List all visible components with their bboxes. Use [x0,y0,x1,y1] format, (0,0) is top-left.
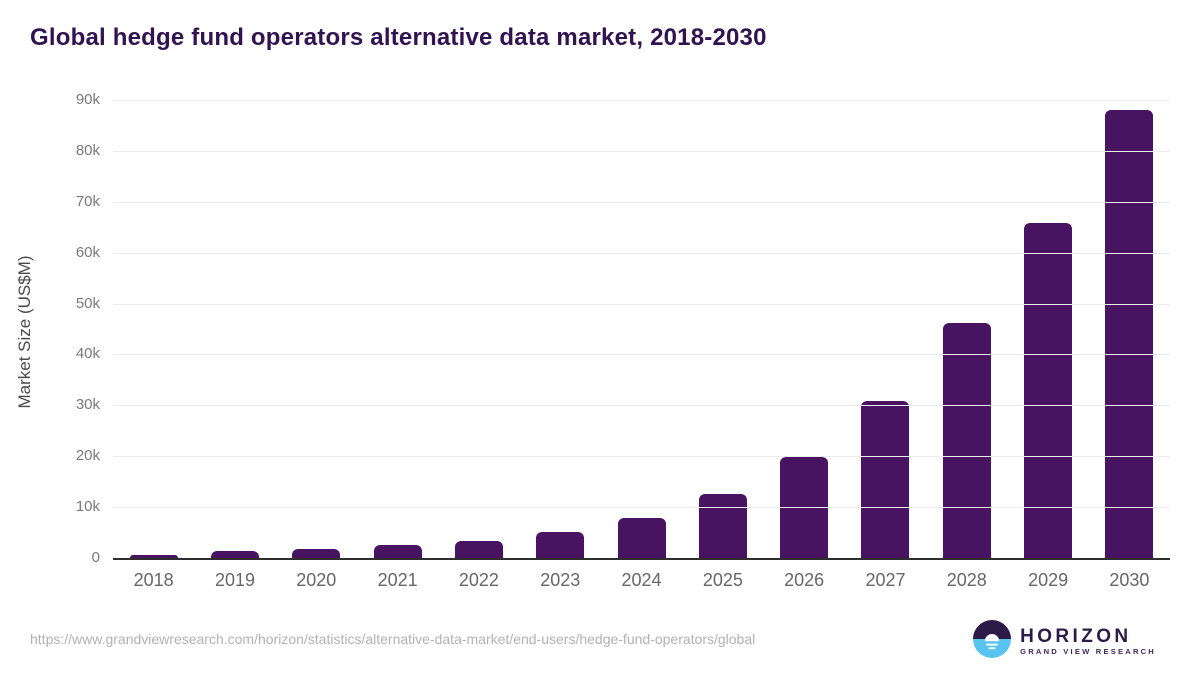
bar-2020 [292,549,341,558]
x-tick-label: 2018 [133,570,174,590]
horizon-logo: HORIZON GRAND VIEW RESEARCH [973,620,1156,663]
horizon-logo-name: HORIZON [1020,626,1132,647]
bar-2029 [1024,223,1073,558]
horizon-logo-icon [973,620,1012,663]
y-tick-label: 40k [75,345,100,363]
bar-slot [1089,100,1170,558]
y-tick-label: 80k [75,141,100,159]
bars-container [113,100,1170,558]
bar-2028 [942,323,991,558]
gridline [113,100,1170,101]
bar-slot [764,100,845,558]
x-tick-label: 2025 [702,570,743,590]
bar-slot [926,100,1007,558]
bar-2022 [454,540,503,558]
x-tick-label: 2030 [1109,570,1150,590]
x-tick-label: 2024 [621,570,662,590]
gridline [113,405,1170,407]
chart-title: Global hedge fund operators alternative … [30,24,767,51]
x-tick-label: 2027 [865,570,906,590]
gridline [113,456,1170,458]
source-url: https://www.grandviewresearch.com/horizo… [30,631,756,647]
bar-2021 [373,544,422,558]
y-tick-label: 20k [75,447,100,465]
bar-slot [601,100,682,558]
x-tick-label: 2029 [1028,570,1069,590]
gridline [113,303,1170,305]
bar-slot [357,100,438,558]
bar-2018 [129,554,178,558]
bar-2019 [210,551,259,558]
gridline [113,201,1170,203]
bar-slot [113,100,194,558]
bar-slot [1007,100,1088,558]
y-tick-label: 10k [75,498,100,516]
y-axis-title: Market Size (US$M) [15,255,34,409]
y-tick-label: 70k [75,192,100,210]
bar-slot [194,100,275,558]
gridline [113,354,1170,356]
bar-2027 [861,400,910,558]
bar-2025 [698,493,747,558]
bar-slot [438,100,519,558]
x-tick-label: 2026 [784,570,825,590]
horizon-logo-subtitle: GRAND VIEW RESEARCH [1020,647,1156,656]
bar-slot [520,100,601,558]
y-tick-label: 90k [75,91,100,108]
x-tick-label: 2022 [458,570,499,590]
gridline [113,252,1170,254]
x-tick-label: 2021 [377,570,418,590]
plot-area [113,100,1170,560]
bar-slot [276,100,357,558]
bar-2023 [536,531,585,558]
bar-slot [682,100,763,558]
y-tick-label: 50k [75,294,100,312]
y-tick-label: 0 [91,549,100,566]
gridline [113,507,1170,509]
x-tick-label: 2028 [946,570,987,590]
bar-slot [845,100,926,558]
x-tick-label: 2023 [540,570,581,590]
x-axis-labels: 2018 2019 2020 2021 2022 2023 2024 2025 2026 2027… [113,570,1170,591]
bar-2024 [617,517,666,558]
y-tick-label: 30k [75,396,100,414]
horizon-logo-text: HORIZON GRAND VIEW RESEARCH [1020,626,1156,657]
y-tick-label: 60k [75,243,100,261]
gridline [113,150,1170,152]
bar-2030 [1105,110,1154,558]
x-tick-label: 2020 [296,570,337,590]
x-tick-label: 2019 [214,570,255,590]
